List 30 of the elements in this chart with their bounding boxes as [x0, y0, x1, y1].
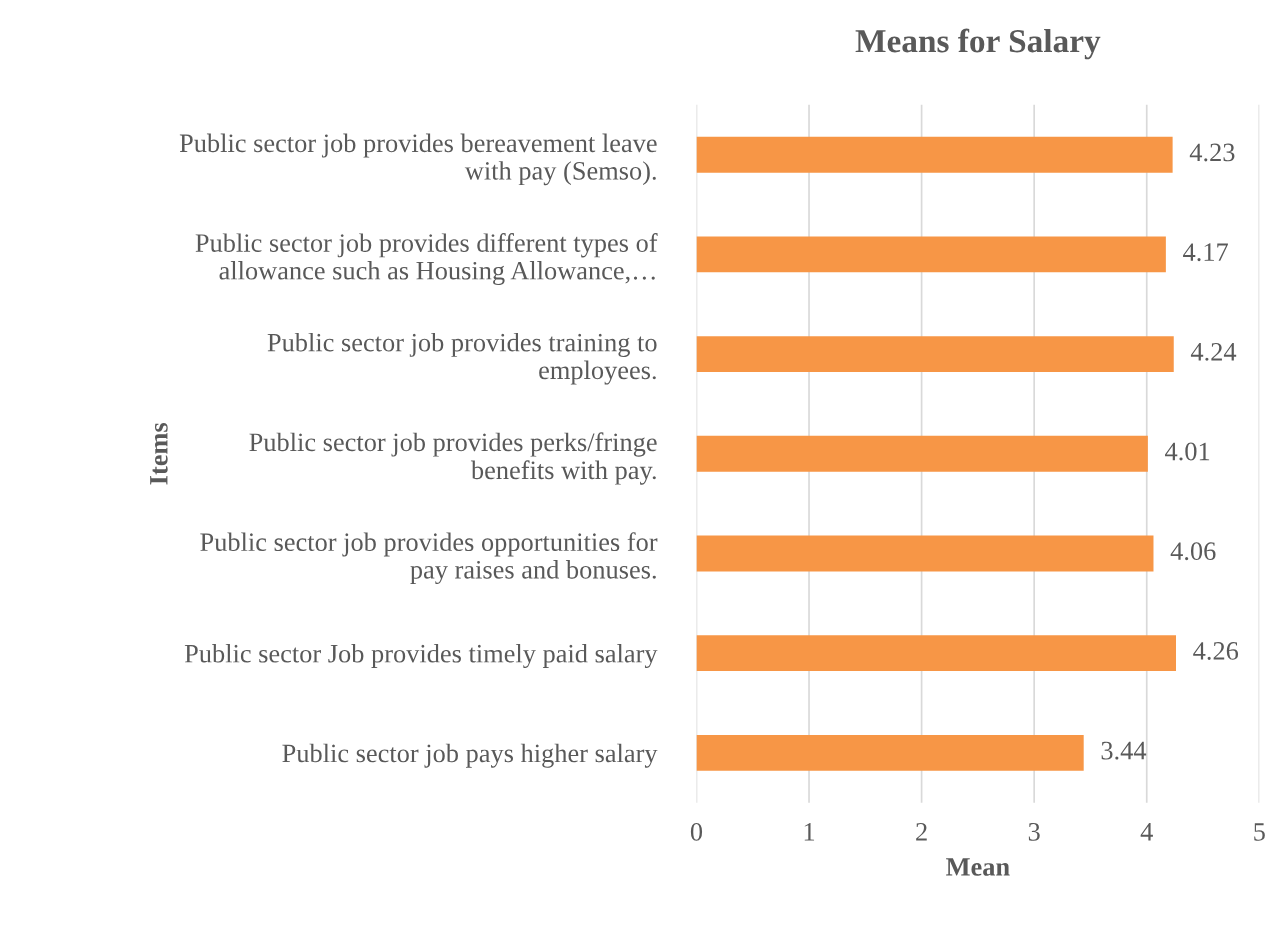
data-label: 4.06 — [1170, 542, 1216, 561]
bar — [696, 535, 1154, 572]
data-label: 4.26 — [1193, 642, 1239, 660]
chart-title: Means for Salary — [855, 28, 1101, 60]
y-tick-label: Public sector job provides training to employees. — [267, 332, 657, 385]
bar — [696, 435, 1148, 472]
y-tick-label: Public sector Job provides timely paid salary — [184, 644, 658, 669]
x-tick-label: 0 — [690, 822, 703, 841]
data-label: 4.23 — [1189, 143, 1235, 162]
x-tick-label: 4 — [1140, 823, 1153, 841]
y-axis-title: Items — [150, 422, 168, 485]
bar — [696, 734, 1084, 771]
y-tick-label: Public sector job pays higher salary — [282, 743, 658, 768]
bar — [696, 136, 1173, 173]
data-label: 4.17 — [1183, 243, 1228, 262]
y-tick-label: Public sector job provides bereavement leave with pay (Semso). — [179, 133, 657, 186]
x-tick-label: 3 — [1028, 823, 1040, 841]
data-label: 4.24 — [1190, 342, 1237, 361]
y-tick-label: Public sector job provides perks/fringe benefits with pay. — [249, 432, 657, 485]
data-label: 4.01 — [1165, 442, 1210, 461]
y-tick-label: Public sector job provides opportunities for pay raises and bonuses. — [200, 532, 658, 585]
x-axis-title: Mean — [946, 858, 1010, 876]
x-tick-label: 2 — [916, 823, 927, 841]
data-label: 3.44 — [1101, 741, 1147, 760]
bar — [696, 635, 1176, 672]
bar — [696, 336, 1174, 373]
bar — [696, 236, 1166, 273]
x-tick-label: 5 — [1254, 823, 1265, 841]
x-tick-label: 1 — [804, 823, 815, 841]
y-tick-label: Public sector job provides different types of allowance such as Housing Allowance,… — [195, 233, 658, 286]
